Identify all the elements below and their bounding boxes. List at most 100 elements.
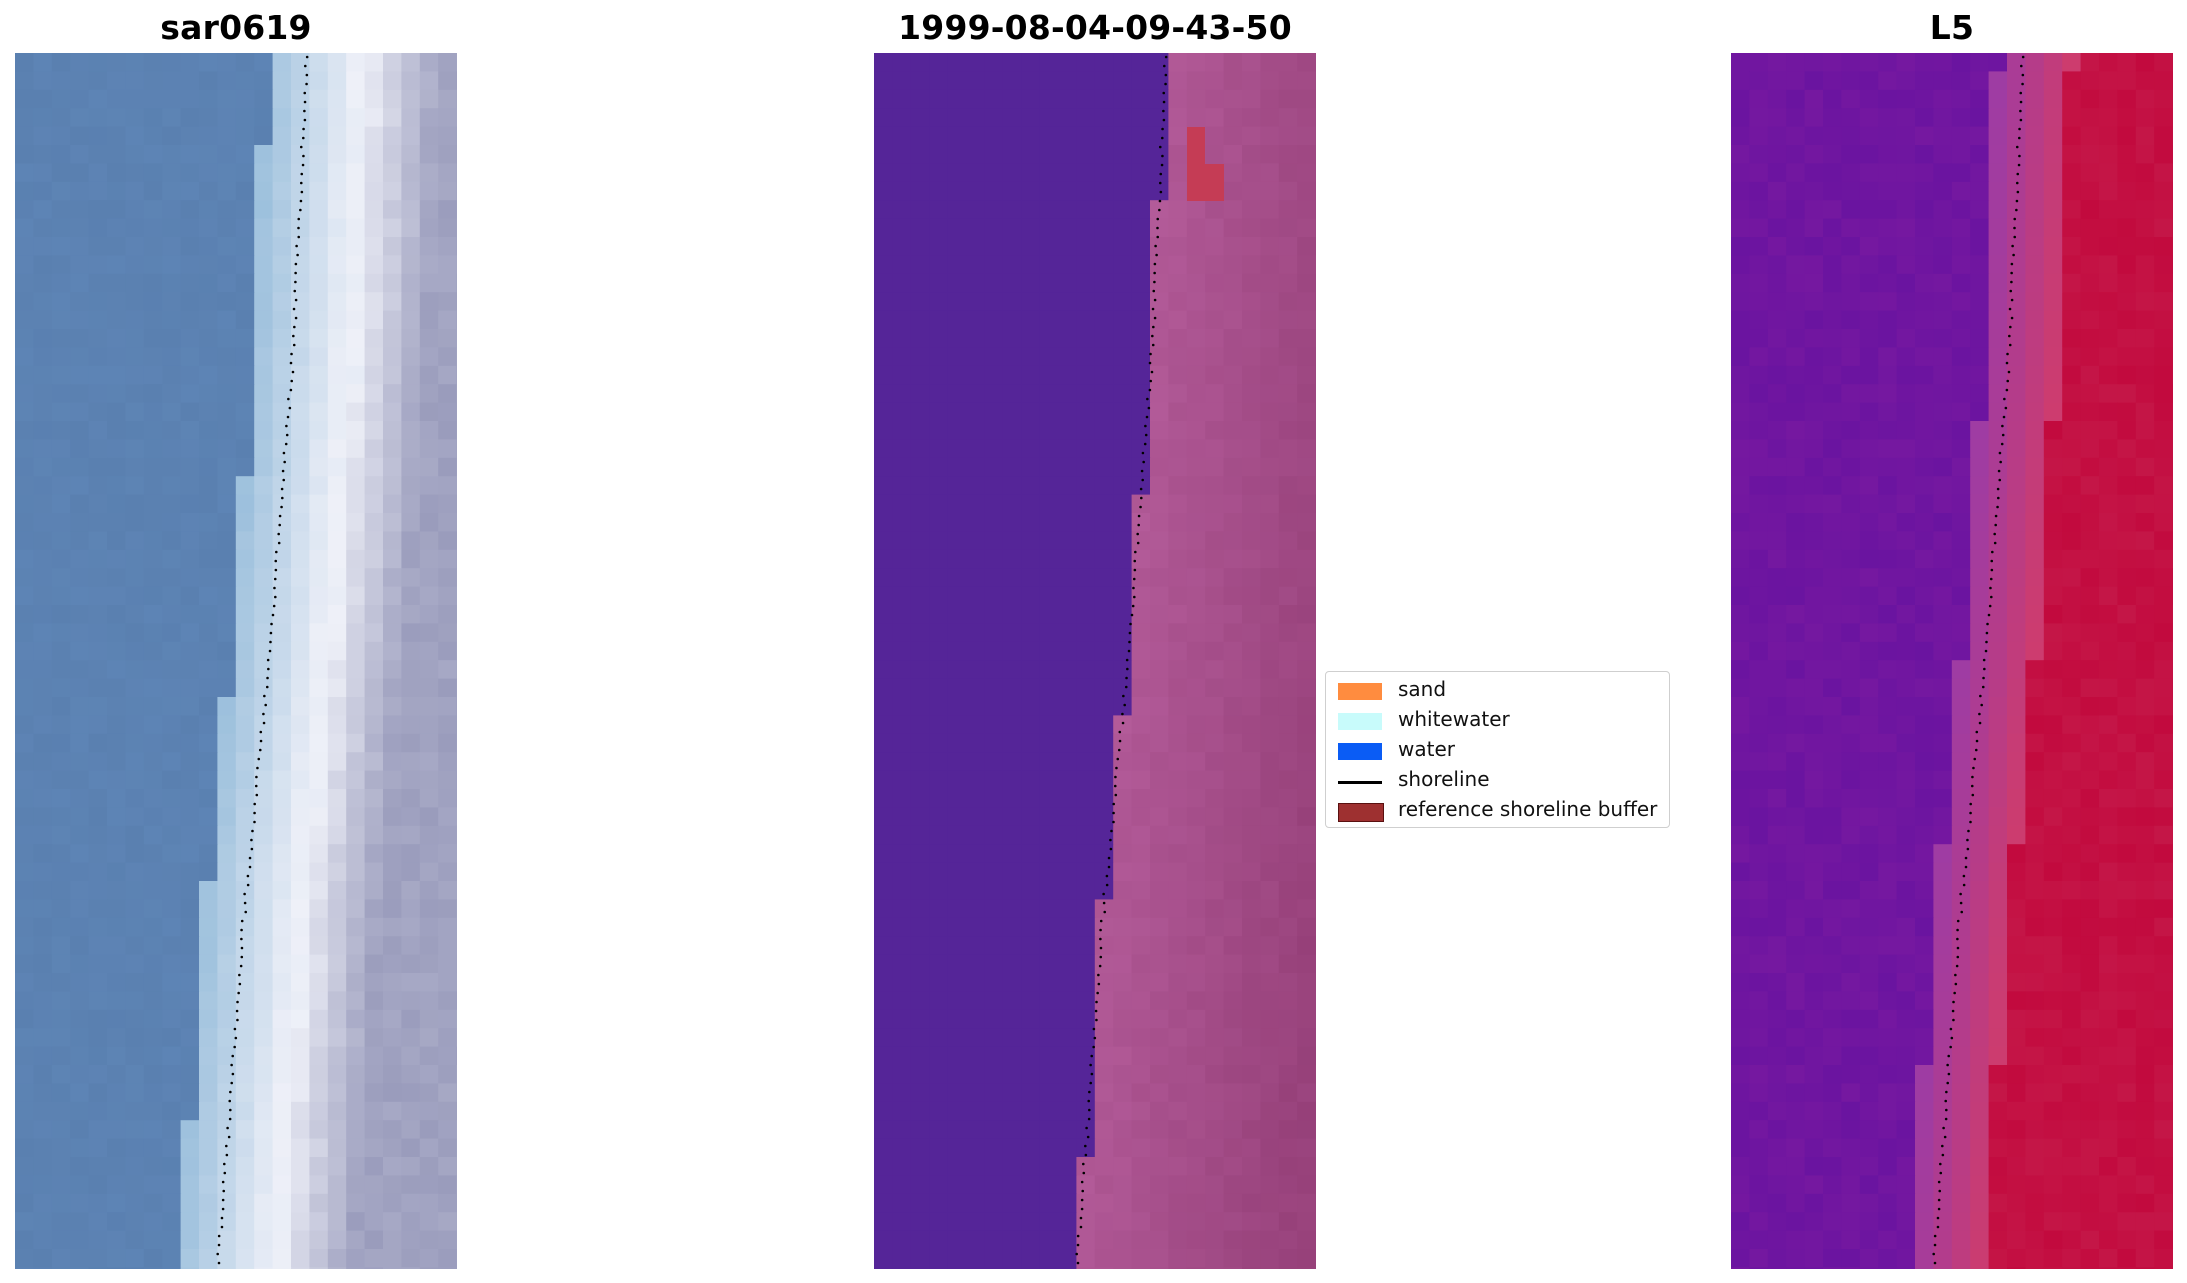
classified-pixel (1168, 807, 1188, 827)
index-pixel (2080, 145, 2100, 164)
index-pixel (2099, 402, 2118, 422)
classified-pixel (1094, 862, 1114, 882)
index-pixel (2007, 586, 2026, 606)
shoreline-point (221, 1198, 225, 1202)
index-pixel (2007, 476, 2026, 496)
classified-pixel (1205, 1249, 1225, 1268)
index-pixel (2043, 531, 2063, 551)
image-pixel (162, 1157, 182, 1176)
image-pixel (107, 365, 126, 385)
index-pixel (2135, 71, 2155, 91)
image-pixel (235, 1046, 255, 1066)
image-pixel (143, 89, 163, 109)
classified-pixel (1113, 954, 1133, 974)
image-pixel (235, 991, 255, 1011)
index-pixel (1933, 752, 1953, 772)
shoreline-point (1132, 586, 1135, 590)
classified-pixel (1002, 770, 1022, 790)
image-pixel (70, 476, 90, 496)
classified-pixel (910, 954, 930, 974)
image-pixel (291, 237, 310, 256)
classified-pixel (1039, 1193, 1059, 1213)
classified-pixel (1076, 623, 1096, 643)
classified-pixel (1260, 660, 1280, 680)
classified-pixel (929, 568, 949, 588)
index-pixel (2080, 255, 2100, 275)
image-pixel (254, 1267, 274, 1269)
image-pixel (419, 752, 439, 772)
image-pixel (143, 439, 163, 459)
image-pixel (70, 1267, 90, 1269)
image-pixel (383, 513, 402, 532)
index-pixel (1731, 457, 1750, 477)
image-pixel (199, 126, 218, 146)
index-pixel (1951, 347, 1971, 367)
index-pixel (1878, 126, 1898, 146)
index-pixel (1804, 660, 1824, 680)
image-pixel (309, 292, 329, 312)
classified-pixel (1039, 1212, 1059, 1232)
classified-pixel (1242, 1009, 1261, 1029)
classified-pixel (947, 641, 967, 661)
index-pixel (1749, 660, 1769, 680)
index-pixel (1841, 881, 1861, 900)
index-pixel (1878, 641, 1898, 661)
classified-pixel (1242, 1230, 1261, 1250)
image-pixel (180, 457, 200, 477)
classified-pixel (910, 1175, 930, 1195)
image-pixel (107, 605, 126, 624)
index-pixel (1767, 89, 1787, 109)
classified-pixel (1297, 733, 1316, 753)
shoreline-point (1114, 775, 1117, 779)
image-pixel (272, 605, 292, 624)
index-pixel (1823, 862, 1842, 882)
image-pixel (33, 807, 53, 827)
image-pixel (383, 954, 402, 974)
classified-pixel (1113, 255, 1133, 275)
classified-pixel (1205, 255, 1225, 275)
image-pixel (199, 476, 218, 496)
image-pixel (383, 844, 402, 864)
classified-pixel (1260, 1046, 1280, 1066)
classified-pixel (1002, 1249, 1022, 1268)
classified-pixel (929, 1138, 949, 1158)
index-pixel (1878, 697, 1898, 716)
index-pixel (1951, 568, 1971, 588)
index-pixel (1915, 917, 1934, 937)
classified-pixel (1242, 660, 1261, 680)
image-pixel (143, 660, 163, 680)
classified-pixel (1094, 1046, 1114, 1066)
classified-pixel (1113, 292, 1133, 312)
shoreline-point (1076, 1243, 1080, 1247)
classified-pixel (929, 605, 949, 624)
image-pixel (346, 218, 366, 238)
index-pixel (1841, 973, 1861, 992)
image-pixel (438, 53, 457, 72)
image-pixel (401, 605, 421, 624)
classified-pixel (874, 494, 893, 514)
classified-pixel (1186, 825, 1206, 845)
classified-pixel (1223, 917, 1243, 937)
index-pixel (2080, 770, 2100, 790)
shoreline-point (236, 1018, 239, 1022)
index-pixel (2117, 145, 2137, 164)
index-pixel (1878, 991, 1898, 1011)
image-pixel (346, 273, 366, 293)
shoreline-point (1130, 613, 1134, 617)
classified-pixel (984, 917, 1004, 937)
index-pixel (2043, 53, 2063, 72)
classified-pixel (1205, 1175, 1225, 1195)
classified-pixel (1186, 292, 1206, 312)
classified-pixel (1039, 1028, 1059, 1048)
shoreline-point (1089, 1063, 1092, 1067)
image-pixel (33, 292, 53, 312)
index-pixel (2135, 1009, 2155, 1029)
index-pixel (1749, 89, 1769, 109)
classified-pixel (984, 531, 1004, 551)
classified-pixel (1058, 273, 1077, 293)
image-pixel (327, 439, 347, 459)
index-pixel (1970, 549, 1990, 569)
image-pixel (125, 513, 145, 532)
index-pixel (1767, 678, 1787, 698)
classified-pixel (1186, 807, 1206, 827)
